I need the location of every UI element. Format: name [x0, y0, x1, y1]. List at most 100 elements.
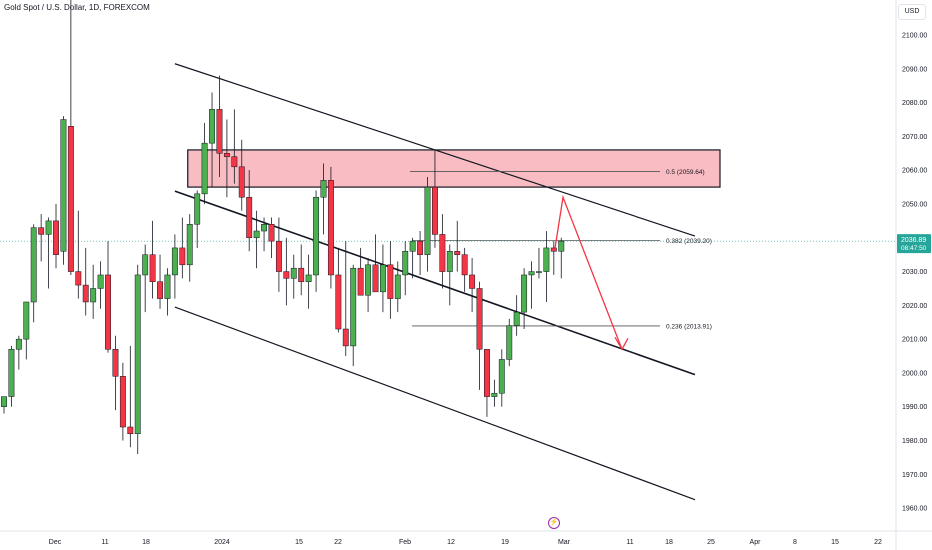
- candle-down: [246, 196, 253, 239]
- candle-down: [127, 426, 134, 435]
- x-tick-label: 18: [142, 539, 150, 546]
- candle-up: [536, 271, 542, 273]
- y-tick-label: 2020.00: [902, 303, 927, 310]
- flash-icon[interactable]: ⚡: [548, 517, 560, 529]
- candle-down: [75, 271, 82, 286]
- candle-down: [431, 186, 438, 235]
- fib-level-label: 0.5 (2059.64): [666, 169, 705, 176]
- candle-up: [491, 392, 498, 397]
- arrow-head: [614, 336, 629, 351]
- candle-up: [261, 224, 268, 232]
- candle-down: [387, 264, 394, 299]
- candle-up: [1, 396, 7, 407]
- y-tick-label: 2090.00: [902, 66, 927, 73]
- candle-up: [521, 274, 528, 313]
- candle-up: [543, 247, 550, 272]
- candle-down: [38, 227, 45, 235]
- x-tick-label: Apr: [750, 539, 762, 546]
- candle-down: [417, 240, 424, 255]
- candle-up: [365, 264, 372, 296]
- candle-down: [454, 251, 461, 255]
- candle-down: [82, 284, 89, 303]
- candle-down: [268, 224, 275, 242]
- x-tick-label: Dec: [49, 539, 62, 546]
- x-tick-label: 18: [665, 539, 673, 546]
- candle-up: [402, 251, 409, 276]
- candle-down: [275, 240, 282, 272]
- candle-down: [342, 328, 349, 347]
- x-tick-label: 15: [295, 539, 303, 546]
- candle-up: [394, 274, 401, 299]
- x-tick-label: Mar: [558, 539, 571, 546]
- candle-up: [290, 267, 297, 279]
- candle-up: [30, 227, 37, 303]
- candle-down: [298, 267, 305, 282]
- candle-down: [439, 234, 446, 272]
- candle-down: [327, 180, 334, 276]
- candle-up: [558, 240, 565, 252]
- y-tick-label: 1990.00: [902, 404, 927, 411]
- candle-up: [424, 186, 431, 255]
- candle-up: [186, 224, 193, 266]
- candle-up: [528, 271, 535, 276]
- currency-selector[interactable]: USD: [898, 4, 926, 20]
- x-tick-label: 11: [626, 539, 633, 546]
- fib-level-label: 0.236 (2013.91): [666, 323, 712, 330]
- candle-up: [506, 325, 513, 360]
- candle-down: [461, 254, 468, 276]
- y-tick-label: 2050.00: [902, 201, 927, 208]
- candle-up: [313, 196, 320, 276]
- candle-up: [8, 349, 15, 397]
- candle-down: [149, 254, 156, 282]
- candle-down: [550, 247, 557, 252]
- candle-up: [15, 338, 22, 350]
- x-tick-label: Feb: [399, 539, 411, 546]
- price-tag-value: 2036.89: [901, 237, 926, 244]
- x-tick-label: 22: [874, 539, 882, 546]
- x-tick-label: 8: [793, 539, 797, 546]
- candle-up: [164, 274, 171, 299]
- y-tick-label: 2010.00: [902, 337, 927, 344]
- y-tick-label: 1960.00: [902, 506, 927, 513]
- candle-up: [201, 142, 208, 195]
- candle-up: [498, 359, 505, 394]
- y-tick-label: 2060.00: [902, 168, 927, 175]
- fib-level-label: 0.382 (2039.20): [666, 238, 712, 245]
- candle-down: [476, 288, 483, 350]
- candle-down: [231, 156, 238, 168]
- x-tick-label: 15: [831, 539, 839, 546]
- candle-down: [179, 247, 186, 266]
- candle-down: [157, 281, 163, 299]
- candle-down: [357, 267, 364, 296]
- resistance-zone: [187, 149, 721, 188]
- candle-up: [142, 254, 149, 276]
- candle-down: [372, 264, 379, 293]
- candle-down: [484, 349, 490, 397]
- x-tick-label: 19: [501, 539, 509, 546]
- x-tick-label: 25: [707, 539, 715, 546]
- y-tick-label: 2030.00: [902, 269, 927, 276]
- candle-down: [67, 126, 74, 272]
- y-tick-label: 2080.00: [902, 100, 927, 107]
- x-tick-label: 12: [447, 539, 455, 546]
- channel-middle: [174, 190, 696, 376]
- candle-down: [223, 153, 230, 157]
- candle-up: [194, 193, 201, 225]
- candle-up: [379, 264, 386, 293]
- projection-arrow: [554, 194, 623, 350]
- candle-up: [134, 274, 141, 435]
- price-tag-countdown: 08:47:50: [901, 245, 927, 252]
- candle-up: [209, 109, 215, 144]
- candle-down: [469, 274, 476, 289]
- candle-down: [216, 109, 223, 154]
- candle-up: [446, 251, 453, 272]
- candle-up: [23, 301, 30, 340]
- candle-up: [305, 274, 312, 282]
- candle-down: [119, 376, 126, 428]
- price-tag-bg: [897, 234, 931, 254]
- candle-down: [105, 274, 111, 350]
- candle-up: [320, 180, 327, 198]
- x-tick-label: 2024: [214, 539, 230, 546]
- candle-up: [45, 220, 52, 235]
